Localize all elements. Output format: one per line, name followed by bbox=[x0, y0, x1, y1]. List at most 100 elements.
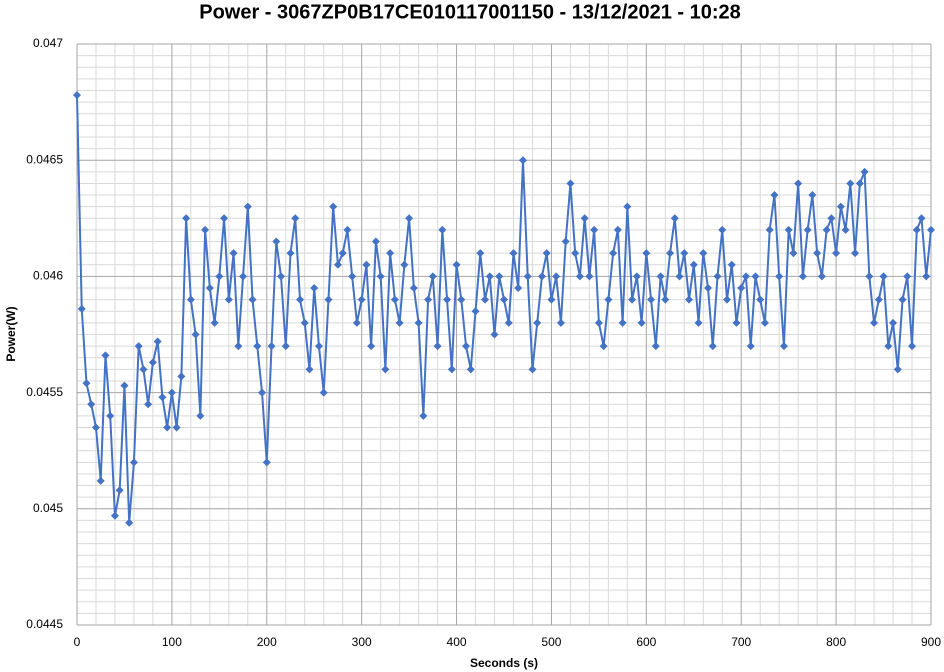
data-point bbox=[509, 249, 518, 258]
x-tick-label: 600 bbox=[636, 635, 656, 649]
data-point bbox=[670, 214, 679, 223]
data-point bbox=[348, 272, 357, 281]
data-point bbox=[224, 295, 233, 304]
data-point bbox=[713, 272, 722, 281]
data-point bbox=[395, 318, 404, 327]
data-point bbox=[177, 372, 186, 381]
data-point bbox=[362, 260, 371, 269]
data-point bbox=[746, 342, 755, 351]
data-point bbox=[594, 318, 603, 327]
data-point bbox=[779, 342, 788, 351]
data-point bbox=[220, 214, 229, 223]
data-point bbox=[528, 365, 537, 374]
data-point bbox=[566, 179, 575, 188]
data-point bbox=[409, 284, 418, 293]
data-point bbox=[661, 295, 670, 304]
x-tick-label: 800 bbox=[826, 635, 846, 649]
data-point bbox=[552, 272, 561, 281]
data-point bbox=[210, 318, 219, 327]
data-point bbox=[205, 284, 214, 293]
x-tick-label: 900 bbox=[921, 635, 941, 649]
data-point bbox=[751, 272, 760, 281]
data-point bbox=[110, 511, 119, 520]
data-point bbox=[267, 342, 276, 351]
data-point bbox=[704, 284, 713, 293]
data-point bbox=[239, 272, 248, 281]
data-point bbox=[371, 237, 380, 246]
x-tick-label: 700 bbox=[731, 635, 751, 649]
data-point bbox=[870, 318, 879, 327]
data-point bbox=[637, 318, 646, 327]
data-point bbox=[163, 423, 172, 432]
data-point bbox=[234, 342, 243, 351]
data-point bbox=[281, 342, 290, 351]
x-tick-label: 500 bbox=[541, 635, 561, 649]
data-point bbox=[855, 179, 864, 188]
data-point bbox=[760, 318, 769, 327]
data-point bbox=[291, 214, 300, 223]
data-point bbox=[893, 365, 902, 374]
y-tick-label: 0.0445 bbox=[26, 617, 63, 631]
data-point bbox=[272, 237, 281, 246]
data-point bbox=[129, 458, 138, 467]
data-point bbox=[471, 307, 480, 316]
data-point bbox=[775, 272, 784, 281]
data-point bbox=[694, 318, 703, 327]
data-point bbox=[547, 295, 556, 304]
data-point bbox=[571, 249, 580, 258]
data-point bbox=[542, 249, 551, 258]
data-point bbox=[874, 295, 883, 304]
data-point bbox=[784, 225, 793, 234]
data-point bbox=[329, 202, 338, 211]
data-point bbox=[229, 249, 238, 258]
data-point bbox=[794, 179, 803, 188]
data-point bbox=[144, 400, 153, 409]
data-point bbox=[680, 249, 689, 258]
data-point bbox=[580, 214, 589, 223]
data-point bbox=[305, 365, 314, 374]
data-point bbox=[803, 225, 812, 234]
data-point bbox=[438, 225, 447, 234]
data-point bbox=[537, 272, 546, 281]
data-point bbox=[651, 342, 660, 351]
data-point bbox=[333, 260, 342, 269]
data-point bbox=[167, 388, 176, 397]
data-point bbox=[770, 191, 779, 200]
data-point bbox=[836, 202, 845, 211]
x-tick-label: 0 bbox=[74, 635, 81, 649]
data-point bbox=[927, 225, 935, 234]
data-point bbox=[357, 295, 366, 304]
data-point bbox=[628, 295, 637, 304]
data-point bbox=[381, 365, 390, 374]
data-point bbox=[822, 225, 831, 234]
data-point bbox=[917, 214, 926, 223]
data-point bbox=[443, 295, 452, 304]
data-point bbox=[708, 342, 717, 351]
data-point bbox=[414, 318, 423, 327]
x-axis-label: Seconds (s) bbox=[470, 656, 538, 670]
data-point bbox=[556, 318, 565, 327]
data-point bbox=[101, 351, 110, 360]
data-point bbox=[599, 342, 608, 351]
data-point bbox=[817, 272, 826, 281]
data-point bbox=[277, 272, 286, 281]
x-tick-label: 200 bbox=[257, 635, 277, 649]
data-point bbox=[851, 249, 860, 258]
data-point bbox=[884, 342, 893, 351]
data-point bbox=[685, 295, 694, 304]
data-point bbox=[495, 272, 504, 281]
data-point bbox=[666, 249, 675, 258]
data-point bbox=[215, 272, 224, 281]
data-point bbox=[481, 295, 490, 304]
data-point bbox=[485, 272, 494, 281]
data-point bbox=[798, 272, 807, 281]
data-point bbox=[675, 272, 684, 281]
data-point bbox=[248, 295, 257, 304]
data-point bbox=[324, 295, 333, 304]
data-point bbox=[91, 423, 100, 432]
y-tick-label: 0.046 bbox=[33, 269, 63, 283]
data-point bbox=[125, 518, 134, 527]
data-point bbox=[158, 393, 167, 402]
data-point bbox=[922, 272, 931, 281]
